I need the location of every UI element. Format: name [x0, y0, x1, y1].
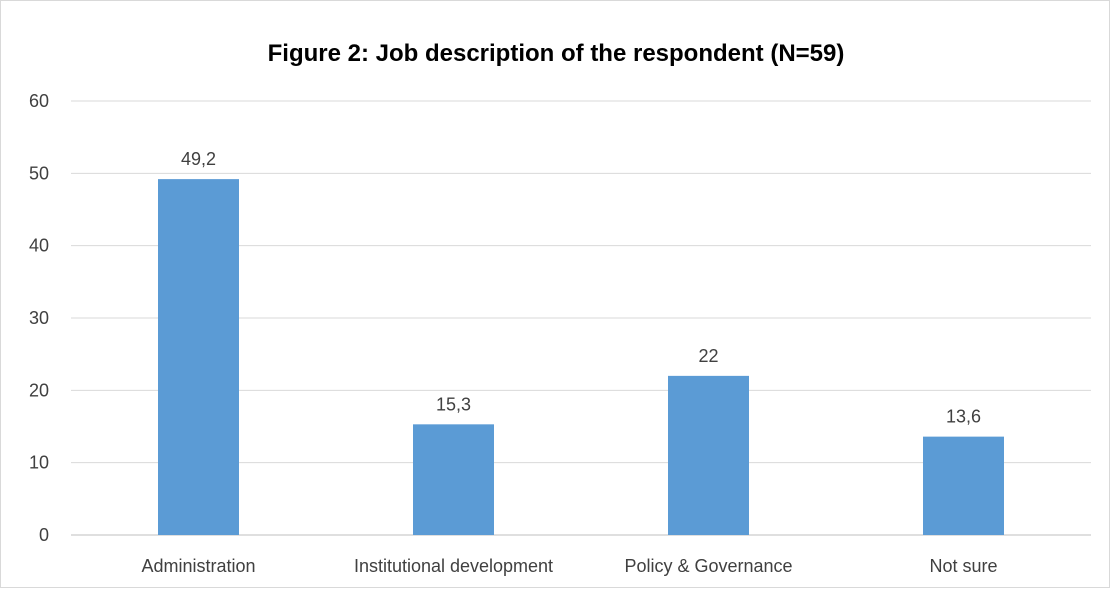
x-category-label: Administration	[141, 556, 255, 576]
y-tick-label: 0	[39, 525, 49, 545]
bar	[923, 436, 1004, 535]
bar	[668, 375, 749, 535]
data-label: 22	[698, 346, 718, 366]
x-category-label: Institutional development	[354, 556, 553, 576]
y-axis-ticks: 0 10 20 30 40 50 60	[29, 91, 49, 545]
data-label: 15,3	[436, 394, 471, 414]
gridlines	[71, 100, 1091, 536]
chart-title: Figure 2: Job description of the respond…	[268, 40, 845, 67]
y-tick-label: 30	[29, 308, 49, 328]
bars	[158, 179, 1004, 535]
y-tick-label: 50	[29, 163, 49, 183]
y-tick-label: 20	[29, 380, 49, 400]
y-tick-label: 40	[29, 236, 49, 256]
bar	[413, 424, 494, 535]
x-category-label: Policy & Governance	[624, 556, 792, 576]
data-label: 49,2	[181, 149, 216, 169]
x-category-label: Not sure	[929, 556, 997, 576]
bar	[158, 179, 239, 535]
data-labels: 49,2 15,3 22 13,6	[181, 149, 981, 427]
y-tick-label: 10	[29, 453, 49, 473]
x-axis-categories: Administration Institutional development P…	[141, 556, 997, 576]
data-label: 13,6	[946, 407, 981, 427]
y-tick-label: 60	[29, 91, 49, 111]
